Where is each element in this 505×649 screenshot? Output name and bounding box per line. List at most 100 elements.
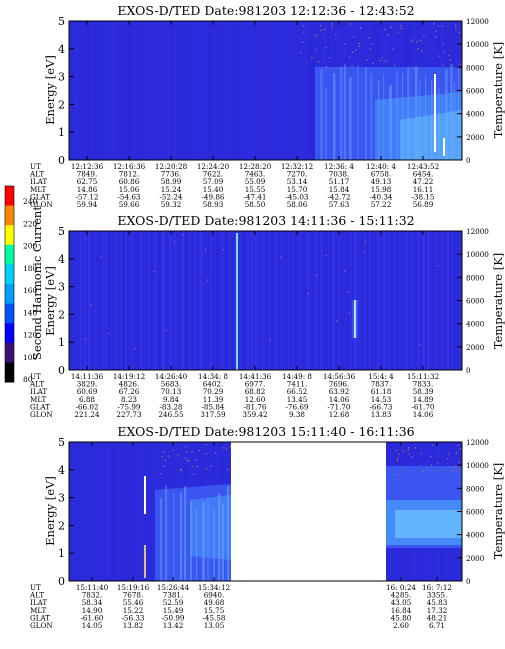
noise-column <box>177 231 179 370</box>
table-cell: 16: 0:24 <box>386 583 416 592</box>
scatter-dot <box>351 65 353 67</box>
scatter-dot <box>456 465 459 467</box>
noise-column <box>312 21 314 160</box>
scatter-dot <box>430 455 432 458</box>
noise-column <box>90 231 92 370</box>
noise-column <box>228 231 230 370</box>
panel-1-band-hi <box>375 92 462 160</box>
scatter-dot <box>459 448 462 450</box>
ytick-right-label: 8000 <box>466 484 485 493</box>
panel-3-axes: 0 1 2 3 4 5 0 2000 4000 6000 8000 10000 12000 <box>58 436 489 588</box>
noise-column <box>72 442 74 581</box>
stripe <box>383 231 386 370</box>
noise-column <box>114 231 116 370</box>
table-cell: 66.52 <box>287 387 308 396</box>
noise-column <box>126 21 128 160</box>
noise-column <box>264 231 266 370</box>
scatter-dot <box>458 31 460 33</box>
panel-2-background <box>69 231 462 370</box>
scatter-dot <box>416 40 418 43</box>
noise-column <box>138 21 140 160</box>
ytick-right-label: 10000 <box>466 250 489 259</box>
table-cell: 14.06 <box>329 395 350 404</box>
noise-column <box>288 231 290 370</box>
noise-column <box>78 21 80 160</box>
scatter-dot <box>324 29 326 31</box>
scatter-dot <box>396 459 398 462</box>
table-cell: -38.15 <box>411 192 434 201</box>
scatter-dot <box>90 304 92 306</box>
noise-column <box>78 442 80 581</box>
table-cell: -66.73 <box>369 402 392 411</box>
noise-column <box>126 231 128 370</box>
noise-column <box>147 21 149 160</box>
table-cell: 3829. <box>77 380 98 389</box>
scatter-dot <box>180 468 182 470</box>
table-cell: 6.88 <box>79 395 95 404</box>
noise-column <box>306 231 308 370</box>
colorbar-tick-label: 160 <box>23 286 38 295</box>
table-cell: -56.33 <box>121 613 144 622</box>
scatter-dot <box>164 459 166 461</box>
table-cell: 59.94 <box>77 200 98 209</box>
table-cell: 15.70 <box>287 185 308 194</box>
noise-column <box>141 442 143 581</box>
scatter-dot <box>414 447 416 449</box>
panel-1-title: EXOS-D/TED Date:981203 12:12:36 - 12:43:… <box>117 3 414 18</box>
table-cell: -49.86 <box>201 192 224 201</box>
table-cell: 7812. <box>119 170 140 179</box>
noise-column <box>144 231 146 370</box>
noise-column <box>99 442 101 581</box>
scatter-dot <box>364 240 367 243</box>
ytick-right-label: 4000 <box>466 110 485 119</box>
stripe <box>328 231 330 370</box>
panel-2-noise <box>69 231 461 370</box>
table-cell: 49.68 <box>204 598 225 607</box>
noise-column <box>222 21 224 160</box>
stripe <box>222 503 224 581</box>
table-cell: 15:11:32 <box>407 372 439 381</box>
scatter-dot <box>408 447 410 449</box>
noise-column <box>78 231 80 370</box>
scatter-dot <box>447 458 449 460</box>
noise-column <box>75 442 77 581</box>
stripe <box>189 231 192 370</box>
table-row-label: UT <box>30 162 41 171</box>
table-cell: 12:20:28 <box>155 162 188 171</box>
scatter-dot <box>412 39 414 41</box>
noise-column <box>438 231 440 370</box>
noise-column <box>309 21 311 160</box>
table-cell: 49.13 <box>371 177 392 186</box>
scatter-dot <box>320 29 322 32</box>
scatter-dot <box>369 48 371 50</box>
stripe <box>205 231 207 370</box>
noise-column <box>120 442 122 581</box>
noise-column <box>246 231 248 370</box>
noise-column <box>318 231 320 370</box>
scatter-dot <box>437 25 439 27</box>
noise-column <box>138 231 140 370</box>
scatter-dot <box>395 450 398 452</box>
noise-column <box>81 442 83 581</box>
table-cell: 2.60 <box>393 621 409 630</box>
colorbar-block <box>5 284 14 305</box>
noise-column <box>159 231 161 370</box>
scatter-dot <box>206 279 209 281</box>
ytick-label: 3 <box>58 281 65 294</box>
stripe <box>369 231 371 370</box>
scatter-dot <box>162 451 165 453</box>
stripe <box>140 231 142 370</box>
noise-column <box>291 21 293 160</box>
scatter-dot <box>196 465 199 468</box>
table-cell: 67.26 <box>119 387 140 396</box>
colorbar-block <box>5 342 14 363</box>
stripe <box>218 493 221 581</box>
ytick-right-label: 6000 <box>466 508 485 517</box>
stripe <box>441 231 443 370</box>
noise-column <box>204 21 206 160</box>
table-cell: 6.71 <box>429 621 445 630</box>
colorbar-frame <box>4 185 15 383</box>
colorbar-blocks <box>4 185 15 383</box>
noise-column <box>294 21 296 160</box>
ytick-right-label: 8000 <box>466 273 485 282</box>
